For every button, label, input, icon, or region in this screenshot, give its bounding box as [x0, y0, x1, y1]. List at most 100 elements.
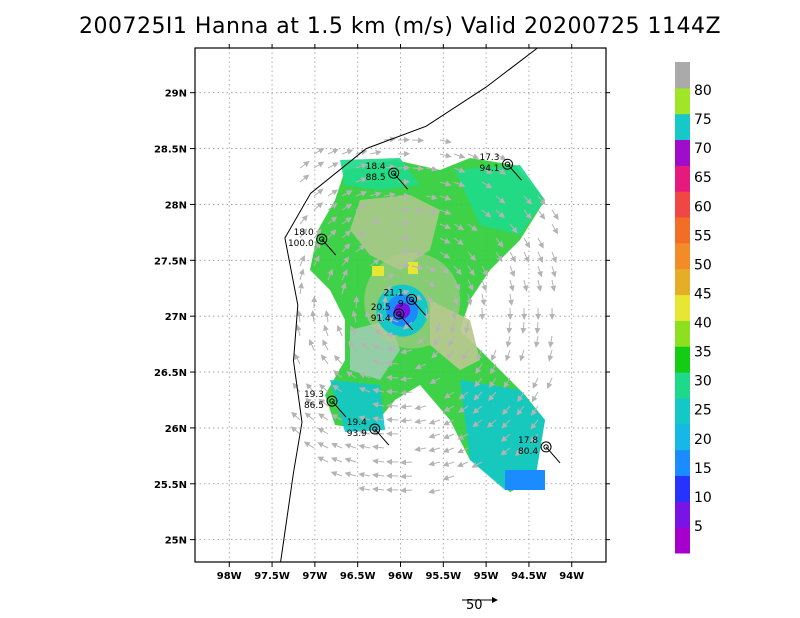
wind-vector — [327, 229, 337, 239]
wind-vector — [341, 243, 351, 253]
wind-vector — [495, 153, 507, 161]
wind-vector — [397, 262, 410, 269]
colorbar-swatch — [675, 87, 690, 115]
wind-vector — [425, 194, 438, 201]
colorbar-swatch — [675, 268, 690, 296]
wind-vector — [439, 223, 451, 230]
colorbar-swatch — [675, 527, 690, 554]
station-value-bottom: 86.5 — [304, 401, 324, 411]
wind-vector — [537, 265, 543, 278]
wind-vector — [537, 251, 544, 264]
wind-vector — [331, 442, 343, 449]
wind-vector — [443, 405, 455, 412]
station-value-top: 19.3 — [304, 390, 324, 400]
wind-barb — [374, 428, 390, 446]
wind-vector — [313, 242, 321, 253]
wind-vector — [425, 265, 437, 272]
wind-vector — [348, 340, 357, 351]
wind-vector — [486, 419, 497, 428]
wind-vector — [350, 325, 357, 337]
colorbar-swatch — [675, 191, 690, 218]
station-marker — [326, 395, 338, 407]
wind-vector — [313, 161, 325, 169]
wind-vector — [369, 191, 382, 198]
wind-vector — [428, 432, 441, 439]
wind-vector — [341, 230, 352, 239]
wind-vector — [295, 324, 302, 337]
tick-label-lat: 28.5N — [154, 145, 187, 156]
wind-vector — [313, 255, 320, 267]
wind-vector — [472, 419, 483, 428]
wind-vector — [308, 339, 315, 351]
wind-vector — [411, 207, 424, 214]
wind-vector — [372, 401, 385, 408]
wind-vector — [551, 209, 559, 220]
station-marker-inner — [329, 398, 335, 404]
wind-vector — [519, 349, 526, 362]
station-value-top: 21.1 — [384, 288, 404, 298]
station-value-top: 19.4 — [347, 418, 367, 428]
wind-vector — [453, 237, 464, 245]
wind-barb — [393, 172, 409, 190]
wind-vector — [425, 279, 436, 288]
colorbar-label: 55 — [694, 228, 712, 244]
colorbar-label: 45 — [694, 286, 712, 302]
wind-vector — [490, 363, 497, 375]
station-value-bottom: 9 — [398, 299, 404, 309]
wind-vector — [495, 195, 506, 204]
wind-vector — [313, 148, 325, 155]
wind-vector — [359, 372, 371, 379]
wind-vector — [341, 217, 352, 225]
station-marker-inner — [390, 170, 397, 176]
wind-vector — [351, 310, 358, 323]
station-value-top: 17.8 — [518, 436, 538, 446]
colorbar-swatch — [675, 242, 690, 270]
wind-vector — [355, 231, 367, 239]
wind-vector — [400, 403, 413, 410]
wind-vector — [317, 427, 329, 435]
wind-vector — [509, 223, 518, 234]
colorbar-swatch — [675, 139, 690, 166]
wind-vector — [383, 273, 395, 281]
tick-label-lat: 25N — [165, 536, 187, 547]
station-marker-inner — [408, 296, 415, 303]
wind-vector — [449, 321, 456, 334]
wind-vector — [331, 414, 343, 421]
wind-vector — [507, 293, 514, 306]
wind-vector — [495, 237, 504, 248]
wind-vector — [313, 202, 324, 211]
wind-vector — [411, 137, 424, 144]
colorbar-swatch — [675, 165, 690, 192]
colorbar-swatch — [675, 217, 690, 244]
wind-vector — [358, 429, 371, 436]
wind-vector — [291, 411, 301, 421]
wind-vector — [400, 348, 413, 355]
wind-vector — [537, 209, 546, 220]
wind-vector — [358, 415, 371, 422]
wind-vector — [303, 441, 315, 449]
axis-ticks: 98W 97.5W 97W 96.5W 96W 95.5W 95W 94.5W 94W 25N 25… — [154, 44, 610, 582]
wind-vector — [330, 471, 343, 477]
wind-vector — [523, 209, 532, 220]
wind-vector — [428, 488, 441, 495]
wind-vector — [322, 339, 329, 351]
coastline-path — [280, 48, 538, 562]
station-value-bottom: 80.4 — [518, 447, 538, 457]
wind-vector — [481, 181, 493, 189]
wind-vector — [299, 228, 307, 239]
reference-vector-label: 50 — [466, 598, 483, 613]
station-value-top: 17.3 — [479, 153, 499, 163]
tick-label-lat: 26.5N — [154, 368, 187, 379]
wind-vector — [369, 258, 380, 267]
station-marker-inner — [543, 444, 549, 450]
colorbar-swatch — [675, 449, 690, 476]
wind-vector — [372, 486, 385, 493]
wind-vector — [509, 265, 516, 278]
wind-vector — [458, 391, 469, 400]
wind-vector — [516, 405, 525, 416]
station-marker — [369, 423, 381, 435]
wind-vector — [320, 354, 329, 365]
wind-vector — [372, 444, 385, 451]
wind-vector — [400, 473, 413, 480]
colorbar-label: 15 — [694, 461, 712, 477]
